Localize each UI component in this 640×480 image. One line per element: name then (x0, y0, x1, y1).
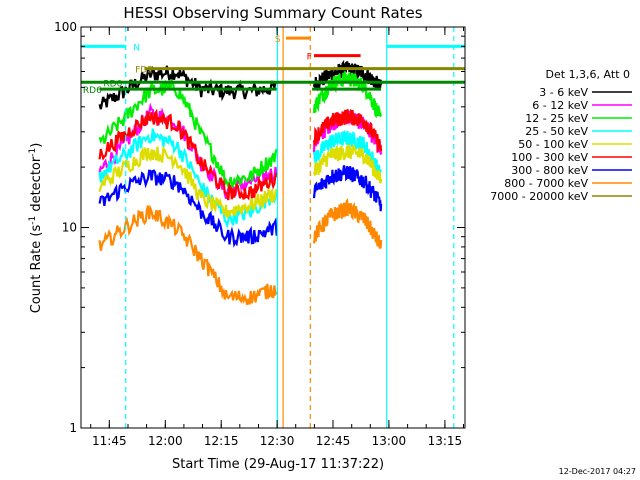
x-axis-label: Start Time (29-Aug-17 11:37:22) (172, 457, 384, 472)
legend-label: 100 - 300 keV (511, 151, 588, 164)
legend-label: 6 - 12 keV (532, 99, 588, 112)
series-line-50-100-kev-seg2 (312, 144, 383, 184)
x-tick-label: 12:15 (204, 434, 239, 448)
x-tick-label: 12:45 (316, 434, 351, 448)
chart-title: HESSI Observing Summary Count Rates (123, 4, 422, 22)
annotation-label-s: S (275, 35, 281, 45)
series-line-12-25-kev-seg1 (98, 78, 278, 190)
series-line-300-800-kev-seg2 (312, 165, 383, 212)
annotation-label-n: N (133, 43, 140, 53)
annotation-label-rd0: RD0 (103, 79, 122, 89)
legend-title: Det 1,3,6, Att 0 (546, 68, 630, 81)
y-tick-label: 10 (62, 221, 77, 235)
legend-label: 12 - 25 keV (525, 112, 588, 125)
annotation-label-fd2: FD2 (135, 66, 153, 76)
annotation-label-rd6: RD6 (83, 86, 102, 96)
x-tick-label: 12:30 (260, 434, 295, 448)
footer-timestamp: 12-Dec-2017 04:27 (559, 467, 636, 476)
legend-label: 300 - 800 keV (511, 164, 588, 177)
x-tick-label: 12:00 (148, 434, 183, 448)
x-tick-label: 11:45 (92, 434, 127, 448)
legend-label: 800 - 7000 keV (504, 177, 588, 190)
series-line-50-100-kev-seg1 (98, 146, 278, 218)
series-line-800-7000-kev-seg2 (312, 197, 383, 250)
y-tick-label: 1 (69, 421, 77, 435)
x-tick-label: 13:00 (372, 434, 407, 448)
x-tick-label: 13:15 (428, 434, 463, 448)
annotation-label-f: F (307, 53, 312, 63)
legend-label: 25 - 50 keV (525, 125, 588, 138)
legend-label: 3 - 6 keV (539, 86, 588, 99)
series-line-300-800-kev-seg1 (98, 169, 278, 248)
y-axis-label: Count Rate (s-1 detector-1) (28, 143, 44, 314)
legend-label: 7000 - 20000 keV (490, 190, 588, 203)
y-tick-label: 100 (54, 20, 77, 34)
series-line-800-7000-kev-seg1 (98, 204, 278, 305)
series-line-100-300-kev-seg1 (98, 108, 278, 201)
series-line-100-300-kev-seg2 (312, 108, 383, 154)
series-line-12-25-kev-seg2 (312, 71, 382, 119)
legend-label: 50 - 100 keV (518, 138, 588, 151)
